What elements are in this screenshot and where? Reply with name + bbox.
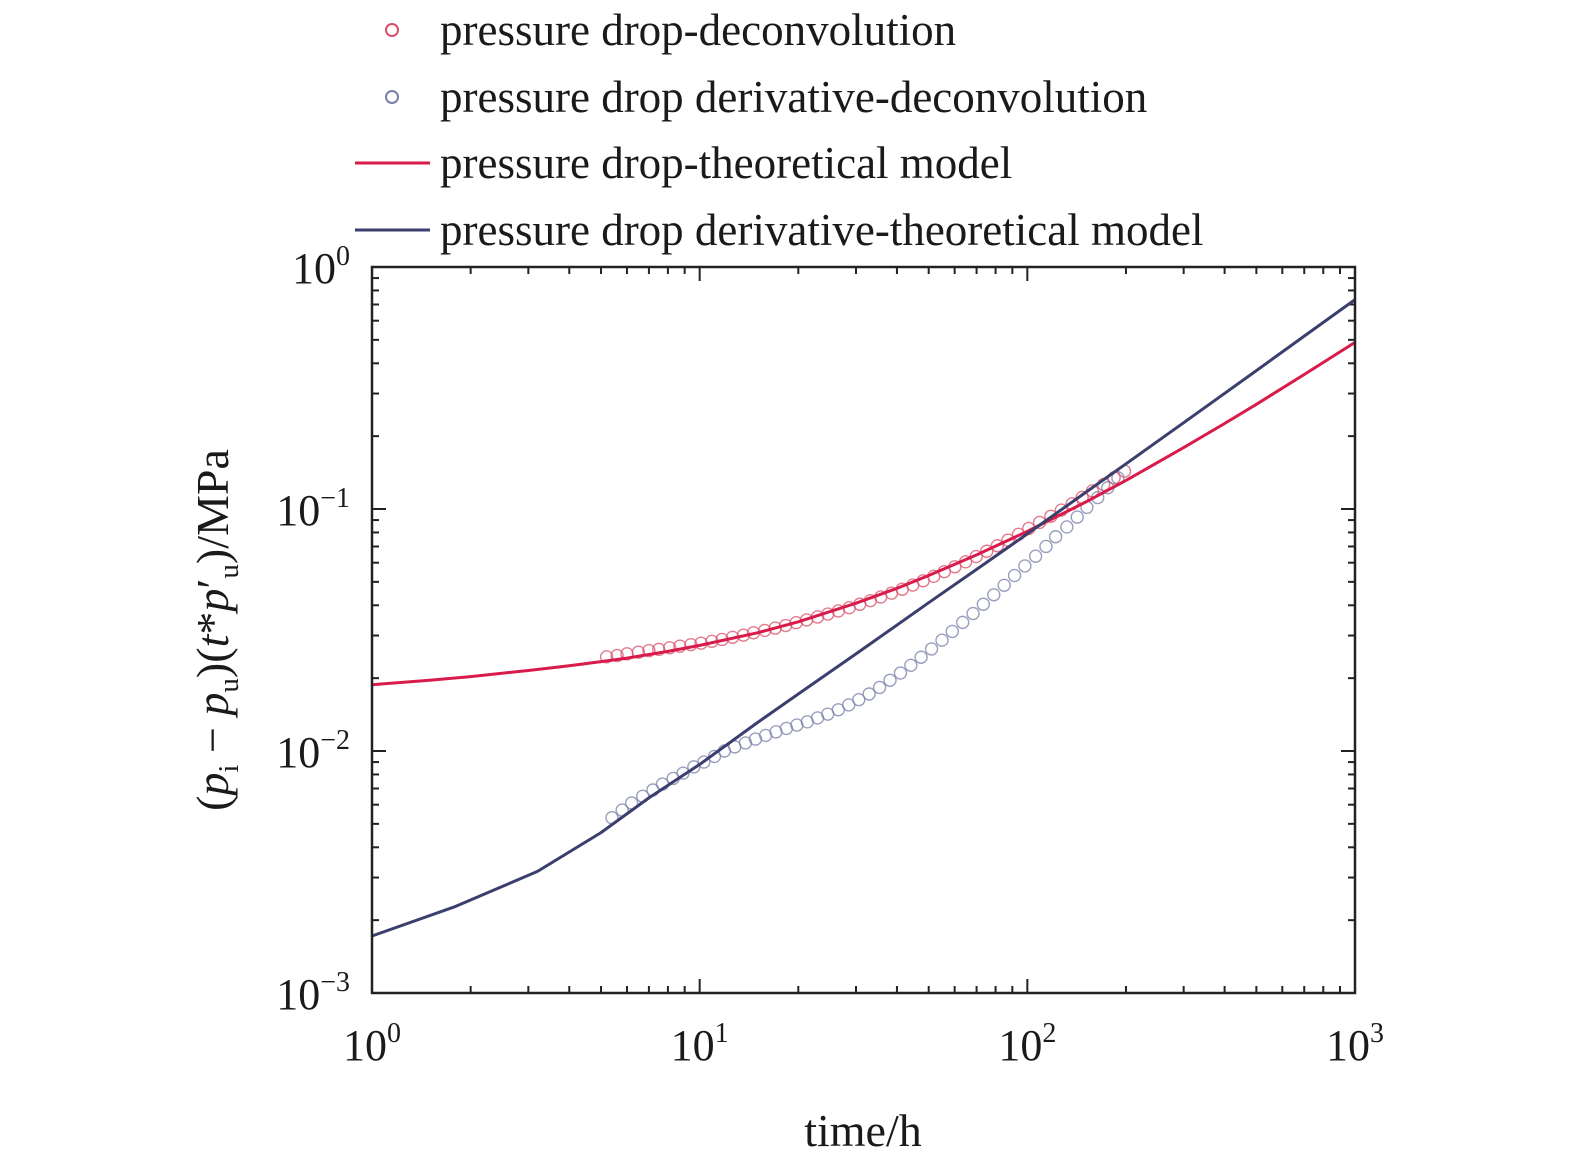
legend-label: pressure drop derivative-deconvolution bbox=[440, 72, 1147, 122]
legend-entry-pressure-drop-theoretical-model: pressure drop-theoretical model bbox=[355, 138, 1012, 188]
y-tick-label: 100 bbox=[292, 241, 350, 293]
series-markers bbox=[605, 471, 1125, 825]
x-tick-label: 103 bbox=[1326, 1018, 1384, 1070]
data-point bbox=[1070, 510, 1084, 524]
legend-marker-circle-icon bbox=[385, 23, 399, 37]
data-point bbox=[872, 680, 887, 695]
data-point bbox=[997, 578, 1011, 592]
data-point bbox=[990, 539, 1005, 553]
data-point bbox=[904, 658, 918, 673]
data-point bbox=[631, 645, 646, 659]
data-point bbox=[1060, 520, 1074, 534]
data-point bbox=[1048, 530, 1063, 544]
data-point bbox=[956, 615, 970, 630]
legend-label: pressure drop derivative-theoretical mod… bbox=[440, 205, 1203, 255]
legend-entry-pressure-drop-derivative-deconvolution: pressure drop derivative-deconvolution bbox=[385, 72, 1147, 122]
data-point bbox=[976, 597, 991, 611]
data-point bbox=[893, 666, 908, 680]
data-point bbox=[673, 639, 687, 653]
data-point bbox=[987, 588, 1001, 602]
legend-entry-pressure-drop-derivative-theoretical-model: pressure drop derivative-theoretical mod… bbox=[355, 205, 1203, 255]
data-point bbox=[652, 642, 666, 657]
data-point bbox=[1039, 539, 1053, 554]
y-tick-label: 10−2 bbox=[276, 725, 350, 777]
data-point bbox=[862, 687, 876, 701]
legend-label: pressure drop-deconvolution bbox=[440, 5, 956, 55]
x-tick-label: 100 bbox=[343, 1018, 401, 1070]
data-point bbox=[935, 633, 949, 647]
legend-marker-circle-icon bbox=[385, 90, 399, 104]
data-point bbox=[610, 648, 624, 663]
legend-entry-pressure-drop-deconvolution: pressure drop-deconvolution bbox=[385, 5, 956, 55]
plot-frame bbox=[370, 265, 1357, 995]
data-point bbox=[642, 643, 656, 658]
data-point bbox=[945, 624, 959, 639]
series-line bbox=[371, 341, 1356, 687]
data-point bbox=[1028, 549, 1043, 563]
data-point bbox=[924, 642, 939, 656]
y-axis-label: (pi − pu)(t*p′u)/MPa bbox=[187, 449, 245, 811]
series-line bbox=[371, 298, 1356, 938]
legend-label: pressure drop-theoretical model bbox=[440, 138, 1012, 188]
data-point bbox=[852, 692, 866, 707]
data-point bbox=[1018, 559, 1032, 573]
data-point bbox=[1007, 568, 1022, 583]
x-axis-label: time/h bbox=[804, 1105, 922, 1156]
series-markers bbox=[599, 464, 1132, 664]
axis-ticks bbox=[371, 266, 1356, 994]
data-point bbox=[883, 673, 897, 687]
data-point bbox=[914, 650, 928, 664]
data-point bbox=[599, 650, 614, 664]
legend: pressure drop-deconvolution pressure dro… bbox=[355, 5, 1203, 255]
data-point bbox=[980, 544, 994, 558]
x-tick-label: 102 bbox=[998, 1018, 1056, 1070]
data-point bbox=[697, 755, 711, 769]
x-tick-label: 101 bbox=[671, 1018, 729, 1070]
data-point bbox=[966, 606, 980, 621]
data-point bbox=[662, 641, 677, 655]
plot-series bbox=[371, 298, 1356, 938]
axis-tick-labels: 100 101 102 103 100 10−1 10−2 10−3 bbox=[276, 241, 1384, 1070]
y-tick-label: 10−3 bbox=[276, 967, 350, 1019]
data-point bbox=[842, 698, 856, 712]
y-tick-label: 10−1 bbox=[276, 483, 350, 535]
